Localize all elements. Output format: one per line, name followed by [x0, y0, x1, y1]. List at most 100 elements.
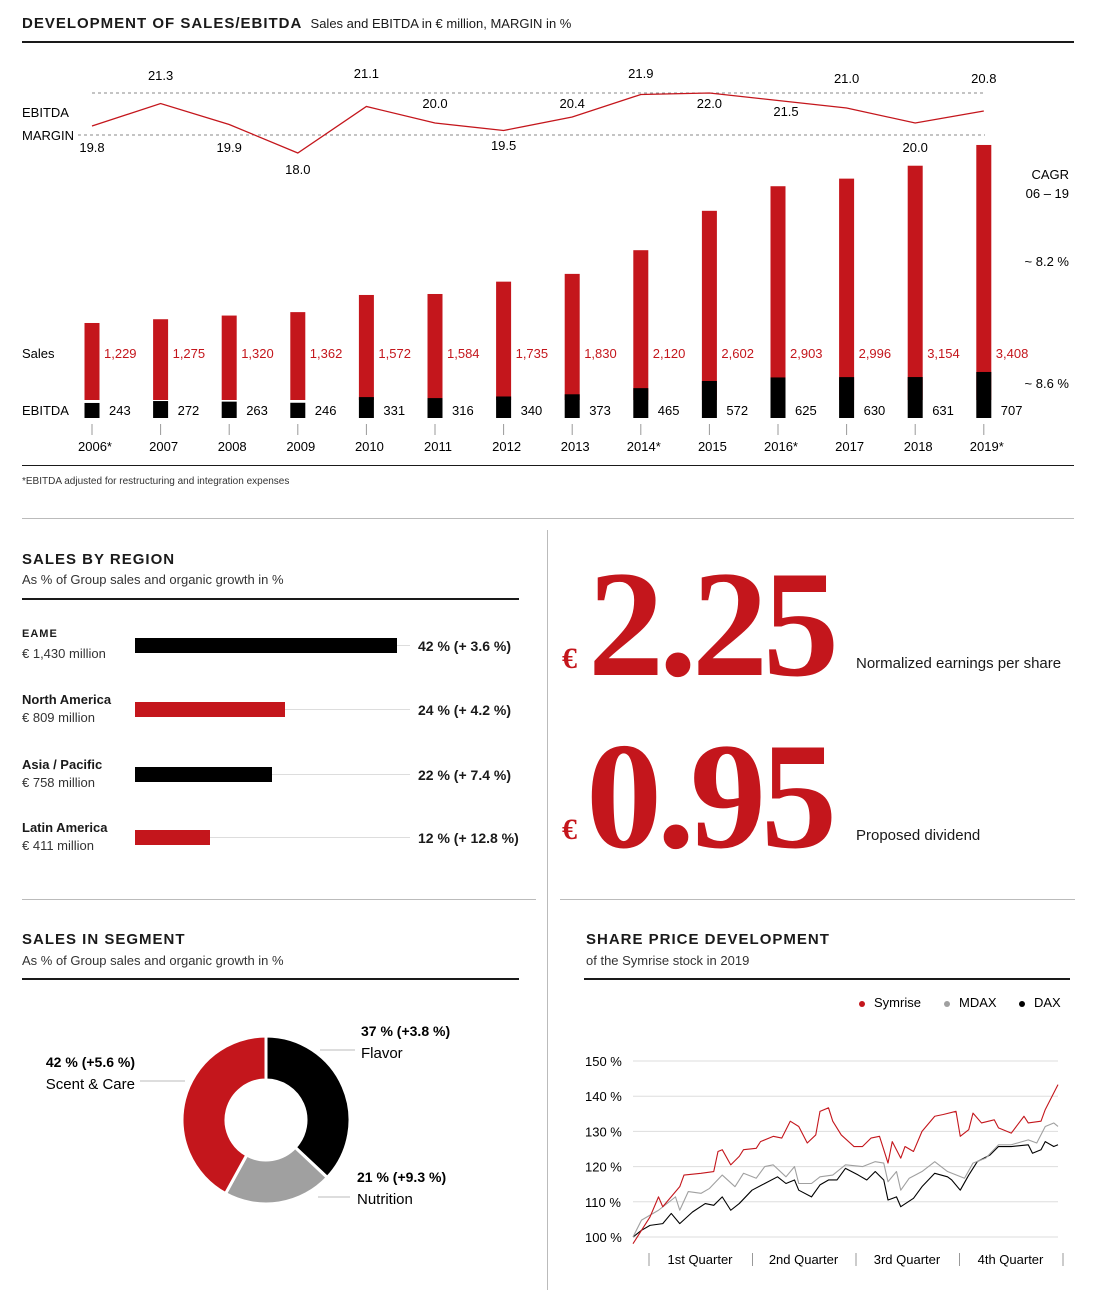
segment-percent: 42 % (+5.6 %) [46, 1054, 135, 1070]
x-tick-label: 4th Quarter [978, 1252, 1044, 1267]
margin-value: 21.9 [628, 66, 653, 81]
y-tick-label: 110 % [585, 1195, 621, 1210]
ebitda-bar [907, 377, 923, 418]
year-label: 2010 [355, 439, 384, 454]
margin-value: 18.0 [285, 162, 310, 177]
sales-bar [358, 294, 374, 400]
margin-value: 21.0 [834, 71, 859, 86]
margin-label: EBITDA [22, 105, 69, 120]
sales-bar [907, 165, 923, 400]
ebitda-value: 243 [109, 403, 131, 418]
region-percent: 42 % (+ 3.6 %) [418, 638, 511, 654]
sales-value: 1,572 [378, 346, 411, 361]
sales-label: Sales [22, 346, 55, 361]
sales-ebitda-chart: EBITDA MARGIN Sales EBITDA CAGR 06 – 19 ~ 8.2 … [22, 66, 1070, 454]
page-subtitle: Sales and EBITDA in € million, MARGIN in… [310, 16, 572, 31]
y-tick-label: 140 % [585, 1089, 622, 1104]
ebitda-value: 373 [589, 403, 611, 418]
region-percent: 24 % (+ 4.2 %) [418, 702, 511, 718]
sales-bar [290, 312, 306, 400]
dividend-value: 0.95 [586, 712, 837, 880]
sales-value: 1,362 [310, 346, 343, 361]
sales-bar [701, 210, 717, 400]
ebitda-bar [770, 377, 786, 418]
region-name: Latin America [22, 820, 108, 835]
year-label: 2017 [835, 439, 864, 454]
ebitda-value: 316 [452, 403, 474, 418]
eps-value: 2.25 [588, 540, 839, 708]
y-tick-label: 100 % [585, 1230, 622, 1245]
ebitda-value: 263 [246, 403, 268, 418]
year-label: 2012 [492, 439, 521, 454]
legend-dot-mdax [944, 1001, 950, 1007]
cagr-ebitda: ~ 8.6 % [1025, 376, 1070, 391]
margin-value: 21.1 [354, 66, 379, 81]
legend-label: DAX [1034, 995, 1061, 1010]
sales-bar [633, 250, 649, 400]
sales-value: 2,602 [721, 346, 754, 361]
dividend-currency: € [562, 813, 577, 846]
ebitda-bar [84, 402, 100, 418]
series-line-symrise [632, 1084, 1059, 1244]
ebitda-bar [839, 377, 855, 418]
x-tick-label: 3rd Quarter [874, 1252, 941, 1267]
region-percent: 12 % (+ 12.8 %) [418, 830, 519, 846]
year-label: 2008 [218, 439, 247, 454]
ebitda-bar [427, 398, 443, 418]
ebitda-bar [633, 388, 649, 418]
sales-bar [839, 178, 855, 400]
ebitda-bar [496, 396, 512, 418]
region-guide [135, 837, 410, 838]
margin-value: 20.0 [903, 140, 928, 155]
sales-value: 1,320 [241, 346, 274, 361]
y-tick-label: 120 % [585, 1160, 622, 1175]
x-tick-label: 2nd Quarter [769, 1252, 839, 1267]
donut-slice-flavor [264, 1034, 352, 1180]
sales-bar [564, 273, 580, 400]
legend-label: Symrise [874, 995, 921, 1010]
ebitda-bar [358, 397, 374, 418]
sales-value: 1,735 [516, 346, 549, 361]
share-price-chart: 100 % 110 % 120 % 130 % 140 % 150 % 1st Quarte… [585, 995, 1064, 1267]
region-bar [135, 830, 210, 845]
legend-dot-dax [1019, 1001, 1025, 1007]
segment-name: Flavor [361, 1045, 403, 1062]
ebitda-label: EBITDA [22, 403, 69, 418]
segment-name: Nutrition [357, 1191, 413, 1208]
ebitda-value: 465 [658, 403, 680, 418]
ebitda-bar [221, 401, 237, 418]
sales-bar [427, 293, 443, 400]
page-header: DEVELOPMENT OF SALES/EBITDA Sales and EB… [22, 15, 571, 32]
margin-value: 21.5 [773, 104, 798, 119]
region-name: North America [22, 692, 112, 707]
year-label: 2018 [904, 439, 933, 454]
cagr-period: 06 – 19 [1026, 186, 1069, 201]
share-subtitle: of the Symrise stock in 2019 [586, 953, 750, 968]
ebitda-bar [976, 371, 992, 418]
segment-donut-chart: 37 % (+3.8 %) Flavor 21 % (+9.3 %) Nutritio… [46, 1023, 450, 1208]
ebitda-bar [564, 394, 580, 418]
legend-dot-symrise [859, 1001, 865, 1007]
sales-bar [221, 315, 237, 400]
eps-label: Normalized earnings per share [856, 655, 1062, 672]
year-label: 2014* [627, 439, 661, 454]
ebitda-value: 625 [795, 403, 817, 418]
footnote: *EBITDA adjusted for restructuring and i… [22, 476, 290, 487]
ebitda-value: 340 [521, 403, 543, 418]
margin-value: 19.8 [79, 140, 104, 155]
ebitda-value: 707 [1001, 403, 1023, 418]
year-label: 2007 [149, 439, 178, 454]
series-line-mdax [632, 1122, 1059, 1238]
sales-bar [153, 319, 169, 400]
sales-value: 2,120 [653, 346, 686, 361]
year-label: 2011 [424, 439, 452, 454]
sales-value: 2,903 [790, 346, 823, 361]
sales-value: 2,996 [859, 346, 892, 361]
region-amount: € 809 million [22, 710, 95, 725]
ebitda-bar [701, 380, 717, 418]
sales-value: 3,408 [996, 346, 1029, 361]
year-label: 2009 [286, 439, 315, 454]
region-guide [135, 774, 410, 775]
region-percent: 22 % (+ 7.4 %) [418, 767, 511, 783]
